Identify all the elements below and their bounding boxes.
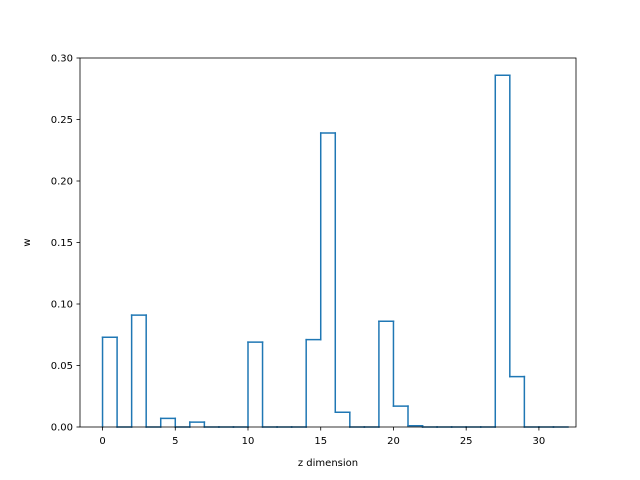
x-tick-label-25: 25 <box>460 436 473 447</box>
x-tick-label-30: 30 <box>533 436 546 447</box>
y-tick-label-3: 0.15 <box>51 238 73 249</box>
x-tick-label-0: 0 <box>99 436 105 447</box>
x-axis-label: z dimension <box>298 458 358 469</box>
y-tick-label-1: 0.05 <box>51 361 73 372</box>
x-tick-label-15: 15 <box>314 436 327 447</box>
y-tick-label-0: 0.00 <box>51 423 73 434</box>
x-tick-label-20: 20 <box>387 436 400 447</box>
axes-frame <box>79 57 577 428</box>
y-tick-label-2: 0.10 <box>51 300 73 311</box>
y-tick-label-5: 0.25 <box>51 115 73 126</box>
axis-ticks: 0 5 10 15 20 25 30 0.00 0.05 0.10 0.15 0.20 0.25 0.30 <box>51 54 546 448</box>
y-tick-label-6: 0.30 <box>51 54 73 65</box>
x-tick-label-10: 10 <box>242 436 255 447</box>
y-axis-label: w <box>22 238 33 246</box>
plot-area <box>101 74 569 428</box>
x-tick-label-5: 5 <box>172 436 178 447</box>
y-tick-label-4: 0.20 <box>51 177 73 188</box>
